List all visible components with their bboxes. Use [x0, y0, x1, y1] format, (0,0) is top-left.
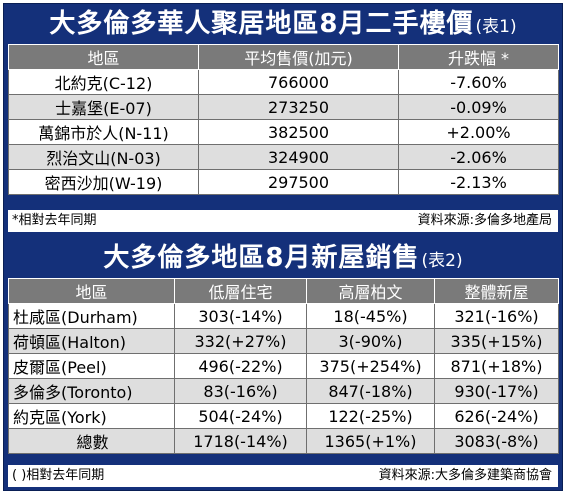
- cell-change: -2.13%: [398, 169, 559, 195]
- cell-total-new: 871(+18%): [434, 353, 559, 379]
- cell-total-new: 930(-17%): [434, 378, 559, 404]
- cell-region-total: 總數: [8, 428, 175, 454]
- resale-price-table: 地區 平均售價(加元) 升跌幅 * 北約克(C-12) 766000 -7.60…: [8, 44, 559, 195]
- table2-tag: (表2): [421, 251, 463, 271]
- table1-title: 大多倫多華人聚居地區8月二手樓價 (表1): [4, 6, 562, 42]
- cell-region: 多倫多(Toronto): [8, 378, 175, 404]
- cell-change: -0.09%: [398, 94, 559, 120]
- table2-footnote: ( )相對去年同期: [12, 468, 105, 483]
- cell-total-new: 3083(-8%): [434, 428, 559, 454]
- cell-change: +2.00%: [398, 119, 559, 145]
- cell-total-new: 626(-24%): [434, 403, 559, 429]
- table-row: 多倫多(Toronto) 83(-16%) 847(-18%) 930(-17%…: [8, 378, 559, 404]
- column-header-region: 地區: [8, 278, 175, 304]
- cell-region: 烈治文山(N-03): [8, 144, 199, 170]
- table1-footnote: *相對去年同期: [12, 213, 97, 228]
- cell-region: 皮爾區(Peel): [8, 353, 175, 379]
- table1-tag: (表1): [475, 17, 517, 37]
- new-home-sales-table: 地區 低層住宅 高層柏文 整體新屋 杜咸區(Durham) 303(-14%) …: [8, 278, 559, 454]
- cell-highrise: 18(-45%): [306, 303, 435, 329]
- table2-title: 大多倫多地區8月新屋銷售 (表2): [4, 240, 562, 276]
- cell-lowrise: 332(+27%): [174, 328, 307, 354]
- cell-highrise: 847(-18%): [306, 378, 435, 404]
- column-header-avg-price: 平均售價(加元): [198, 44, 399, 70]
- cell-highrise: 375(+254%): [306, 353, 435, 379]
- table-row: 萬錦市於人(N-11) 382500 +2.00%: [8, 119, 559, 145]
- column-header-highrise: 高層柏文: [306, 278, 435, 304]
- table2-title-text: 大多倫多地區8月新屋銷售: [103, 243, 420, 273]
- cell-region: 萬錦市於人(N-11): [8, 119, 199, 145]
- table-total-row: 總數 1718(-14%) 1365(+1%) 3083(-8%): [8, 428, 559, 454]
- table-row: 皮爾區(Peel) 496(-22%) 375(+254%) 871(+18%): [8, 353, 559, 379]
- cell-highrise: 122(-25%): [306, 403, 435, 429]
- cell-lowrise: 83(-16%): [174, 378, 307, 404]
- column-header-change: 升跌幅 *: [398, 44, 559, 70]
- cell-lowrise: 496(-22%): [174, 353, 307, 379]
- cell-region: 杜咸區(Durham): [8, 303, 175, 329]
- cell-lowrise: 303(-14%): [174, 303, 307, 329]
- table-row: 密西沙加(W-19) 297500 -2.13%: [8, 169, 559, 195]
- cell-avg-price: 766000: [198, 69, 399, 95]
- column-header-region: 地區: [8, 44, 199, 70]
- table1-title-text: 大多倫多華人聚居地區8月二手樓價: [49, 9, 474, 39]
- cell-region: 密西沙加(W-19): [8, 169, 199, 195]
- column-header-total-new: 整體新屋: [434, 278, 559, 304]
- news-graphic: 大多倫多華人聚居地區8月二手樓價 (表1) 地區 平均售價(加元) 升跌幅 * 北…: [3, 3, 563, 491]
- cell-region: 荷頓區(Halton): [8, 328, 175, 354]
- table-row: 士嘉堡(E-07) 273250 -0.09%: [8, 94, 559, 120]
- cell-avg-price: 273250: [198, 94, 399, 120]
- cell-total-new: 321(-16%): [434, 303, 559, 329]
- cell-avg-price: 297500: [198, 169, 399, 195]
- table1-source: 資料來源:多倫多地產局: [417, 213, 552, 228]
- table-header-row: 地區 低層住宅 高層柏文 整體新屋: [8, 278, 559, 304]
- cell-lowrise: 1718(-14%): [174, 428, 307, 454]
- table-row: 約克區(York) 504(-24%) 122(-25%) 626(-24%): [8, 403, 559, 429]
- table-row: 北約克(C-12) 766000 -7.60%: [8, 69, 559, 95]
- table-row: 烈治文山(N-03) 324900 -2.06%: [8, 144, 559, 170]
- cell-total-new: 335(+15%): [434, 328, 559, 354]
- table2-source: 資料來源:大多倫多建築商協會: [378, 468, 552, 483]
- cell-change: -7.60%: [398, 69, 559, 95]
- cell-region: 北約克(C-12): [8, 69, 199, 95]
- table-header-row: 地區 平均售價(加元) 升跌幅 *: [8, 44, 559, 70]
- cell-highrise: 3(-90%): [306, 328, 435, 354]
- cell-lowrise: 504(-24%): [174, 403, 307, 429]
- table-row: 杜咸區(Durham) 303(-14%) 18(-45%) 321(-16%): [8, 303, 559, 329]
- cell-region: 士嘉堡(E-07): [8, 94, 199, 120]
- cell-avg-price: 324900: [198, 144, 399, 170]
- cell-highrise: 1365(+1%): [306, 428, 435, 454]
- table2-footnote-bar: ( )相對去年同期 資料來源:大多倫多建築商協會: [8, 465, 558, 487]
- cell-avg-price: 382500: [198, 119, 399, 145]
- column-header-lowrise: 低層住宅: [174, 278, 307, 304]
- table1-footnote-bar: *相對去年同期 資料來源:多倫多地產局: [8, 210, 558, 232]
- cell-region: 約克區(York): [8, 403, 175, 429]
- table-row: 荷頓區(Halton) 332(+27%) 3(-90%) 335(+15%): [8, 328, 559, 354]
- cell-change: -2.06%: [398, 144, 559, 170]
